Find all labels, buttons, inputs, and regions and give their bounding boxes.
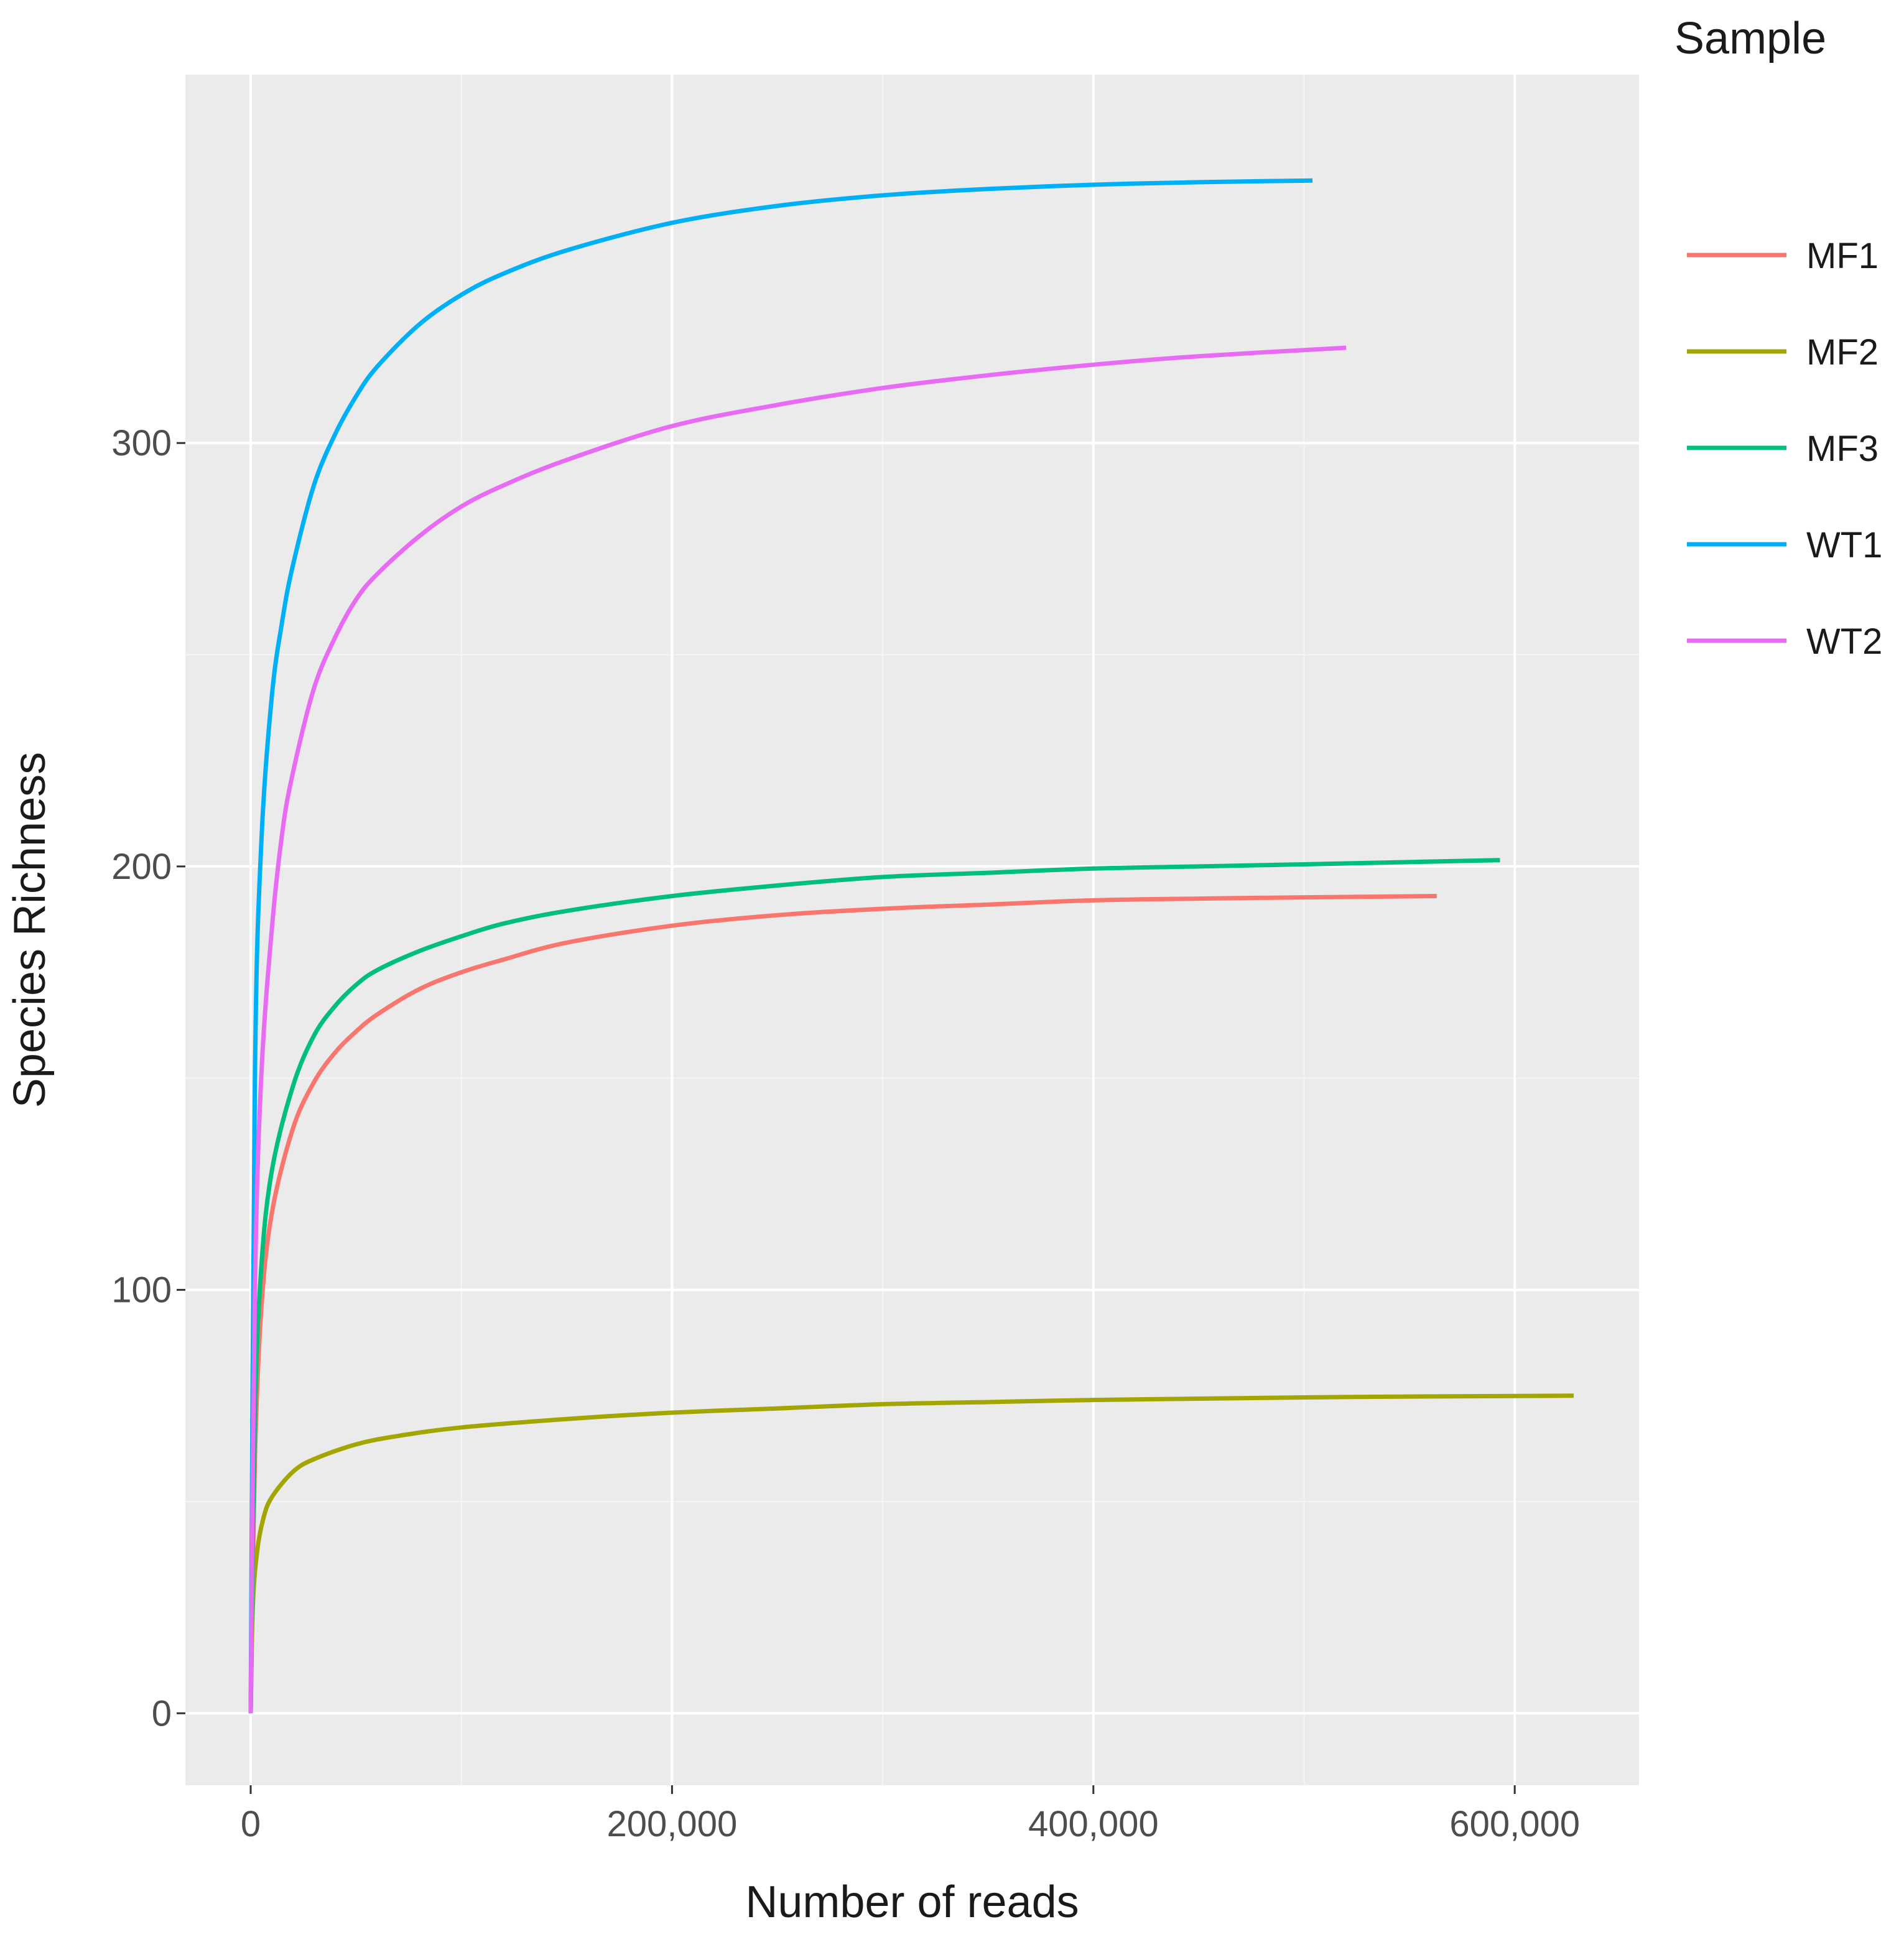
- y-tick-label: 300: [111, 423, 172, 463]
- legend-label: MF3: [1806, 429, 1878, 469]
- legend-item-mf1[interactable]: MF1: [1687, 236, 1878, 276]
- legend-item-wt1[interactable]: WT1: [1687, 525, 1882, 565]
- series-line-mf3: [248, 858, 1500, 1714]
- legend-label: WT1: [1806, 525, 1882, 565]
- legend-label: MF1: [1806, 236, 1878, 276]
- plot-panel: [185, 75, 1639, 1785]
- legend: MF1 MF2 MF3 WT1 WT2: [1687, 236, 1882, 662]
- series-lines: [248, 178, 1574, 1714]
- series-line-mf2: [248, 1393, 1574, 1714]
- series-line-wt2: [248, 345, 1347, 1714]
- x-tick-label: 200,000: [607, 1804, 738, 1844]
- legend-item-mf3[interactable]: MF3: [1687, 429, 1878, 469]
- y-tick-label: 200: [111, 847, 172, 887]
- y-tick-label: 0: [152, 1693, 172, 1734]
- x-tick-label: 600,000: [1449, 1804, 1580, 1844]
- y-axis: 0 100 200 300: [111, 423, 185, 1734]
- legend-label: MF2: [1806, 332, 1878, 373]
- series-line-wt1: [248, 178, 1313, 1714]
- x-tick-label: 0: [241, 1804, 261, 1844]
- x-axis: 0 200,000 400,000 600,000: [241, 1785, 1580, 1844]
- gridlines: [185, 75, 1639, 1785]
- y-axis-title: Species Richness: [5, 752, 55, 1108]
- x-tick-label: 400,000: [1028, 1804, 1159, 1844]
- series-line-mf1: [248, 894, 1437, 1714]
- y-tick-label: 100: [111, 1270, 172, 1311]
- legend-label: WT2: [1806, 621, 1882, 662]
- legend-item-mf2[interactable]: MF2: [1687, 332, 1878, 373]
- legend-item-wt2[interactable]: WT2: [1687, 621, 1882, 662]
- x-axis-title: Number of reads: [745, 1877, 1079, 1927]
- legend-title: Sample: [1674, 14, 1826, 63]
